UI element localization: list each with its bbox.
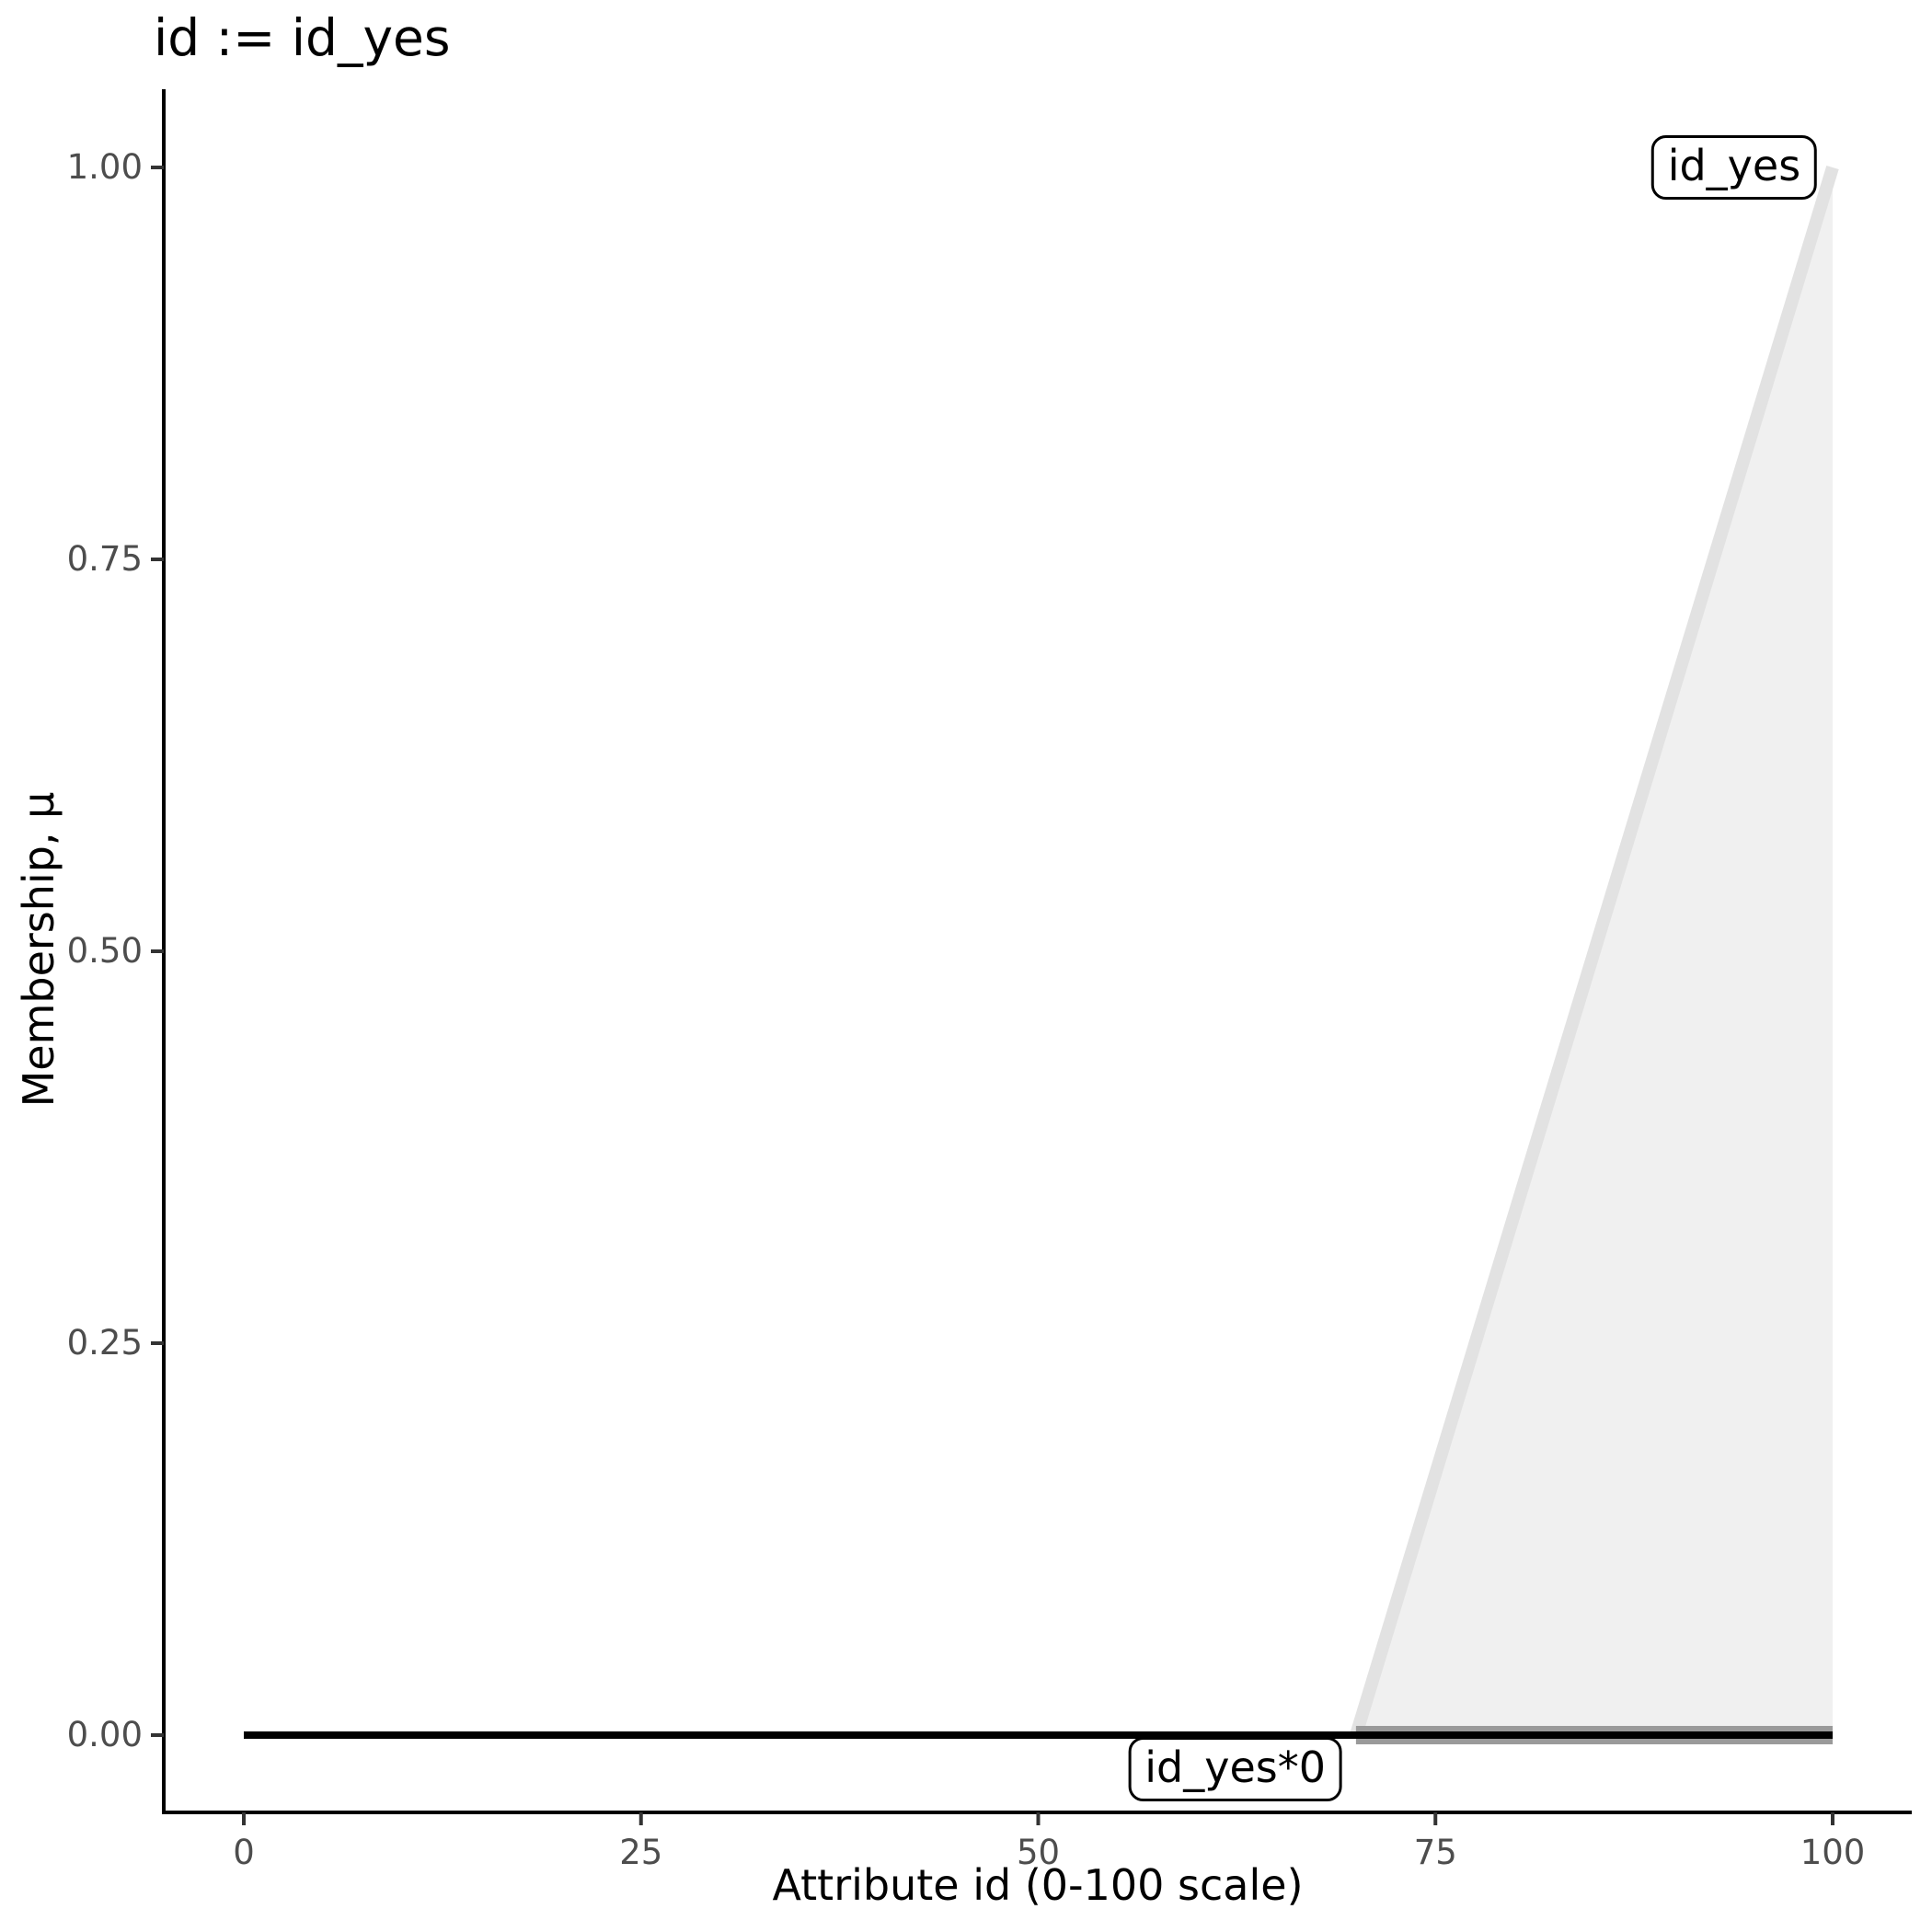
y-tick-label-0.00: 0.00 xyxy=(66,1715,143,1754)
y-tick-label-0.50: 0.50 xyxy=(66,931,143,971)
x-axis-title: Attribute id (0-100 scale) xyxy=(772,1860,1304,1910)
x-tick-label-0: 0 xyxy=(233,1833,255,1872)
series-line-id_yes xyxy=(1350,165,1839,1738)
series-label-id_yes*0: id_yes*0 xyxy=(1128,1737,1343,1802)
x-tick-label-100: 100 xyxy=(1800,1833,1866,1872)
y-tick-label-0.75: 0.75 xyxy=(66,539,143,579)
plot-title: id := id_yes xyxy=(154,8,451,67)
x-tick-label-75: 75 xyxy=(1413,1833,1457,1872)
x-tick-label-50: 50 xyxy=(1016,1833,1061,1872)
series-label-id_yes: id_yes xyxy=(1650,135,1818,200)
y-tick-label-0.25: 0.25 xyxy=(66,1323,143,1363)
x-tick-label-25: 25 xyxy=(619,1833,663,1872)
y-tick-label-1.00: 1.00 xyxy=(66,147,143,187)
